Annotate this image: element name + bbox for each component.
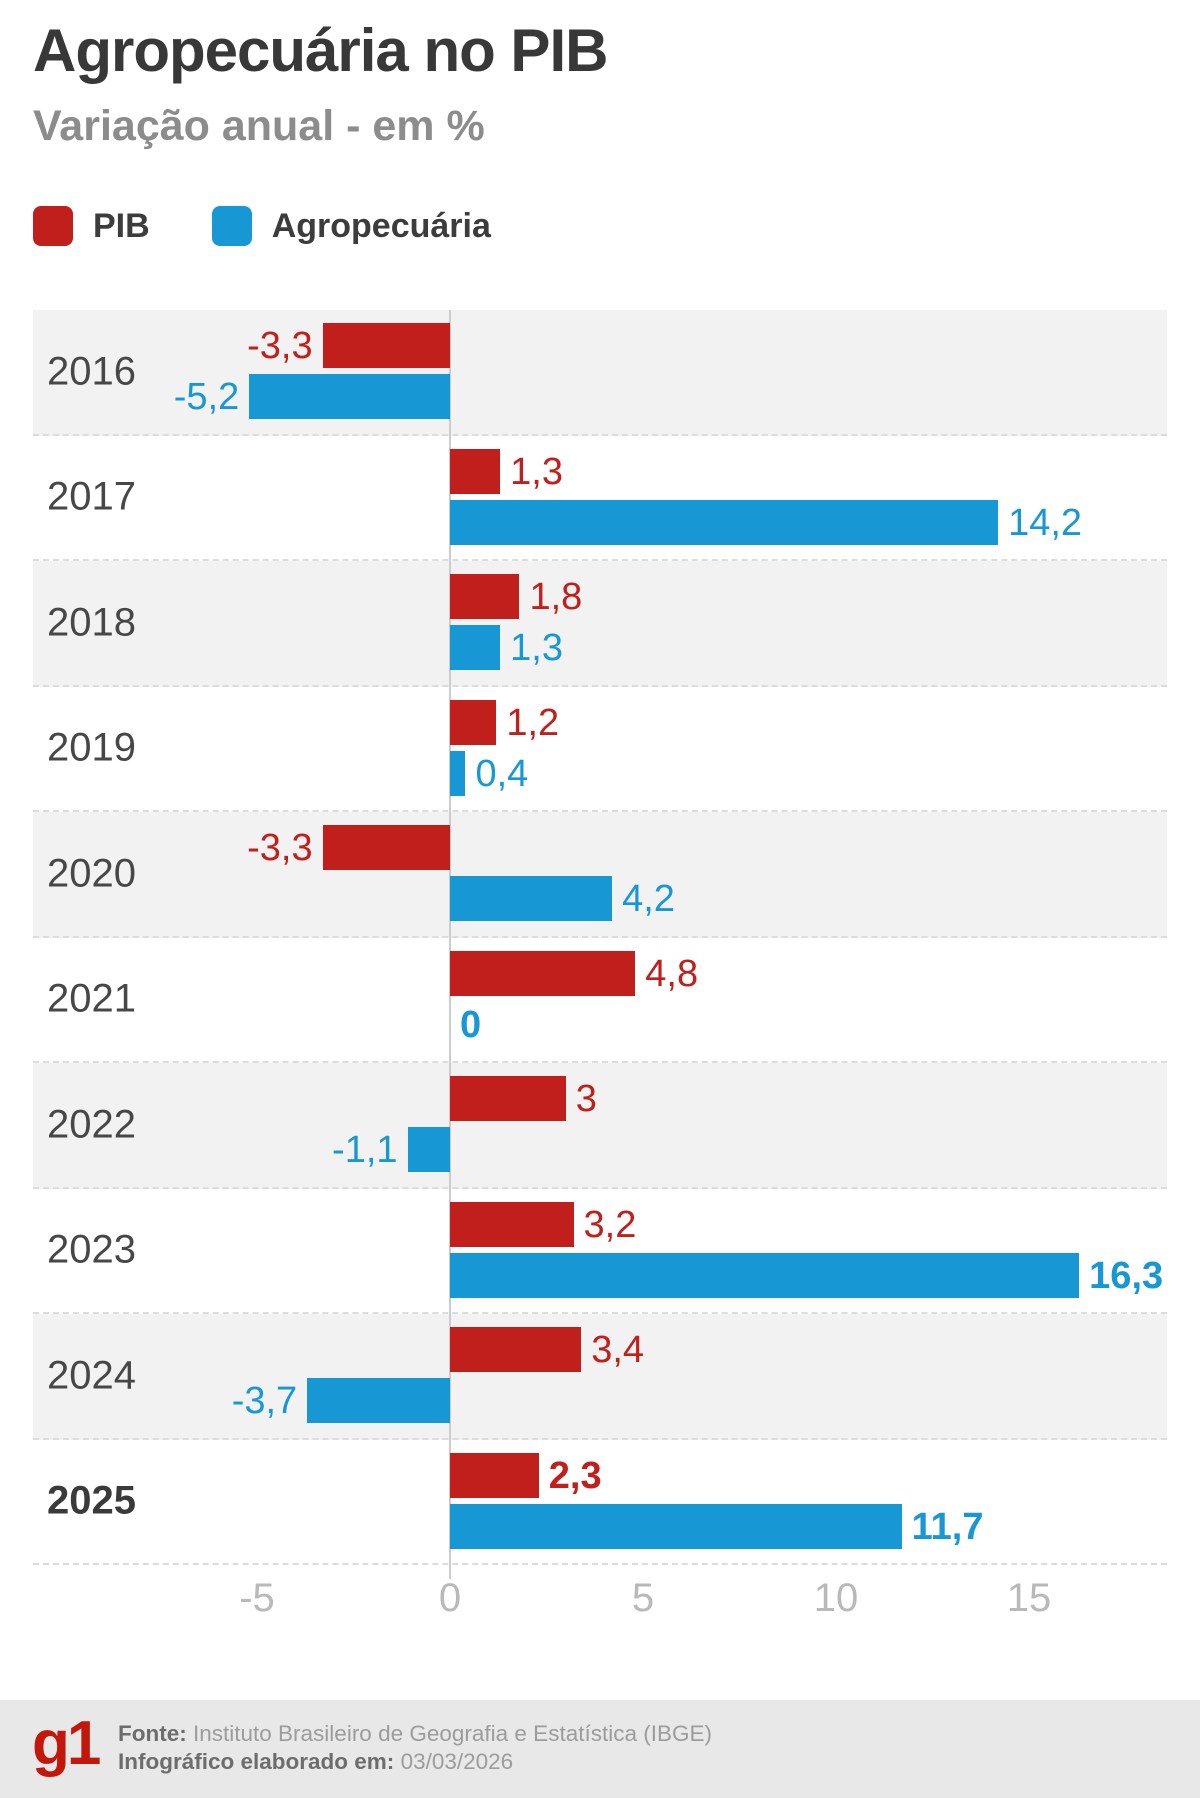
agro-bar-2024 (307, 1378, 450, 1423)
pib-bar-2023 (450, 1201, 574, 1247)
agro-value-label-2017: 14,2 (1008, 501, 1083, 544)
agro-bar-2019 (450, 750, 466, 796)
pib-bar-2022 (450, 1076, 566, 1121)
legend: PIB Agropecuária (33, 206, 553, 246)
date-label: Infográfico elaborado em: (118, 1749, 395, 1774)
year-label-2025: 2025 (47, 1478, 136, 1523)
agro-value-label-2021: 0 (460, 1003, 482, 1046)
x-tick-15: 15 (1006, 1576, 1052, 1620)
agro-bar-2017 (450, 499, 999, 545)
agro-swatch-icon (211, 206, 252, 246)
x-tick--5: -5 (239, 1576, 275, 1620)
zero-axis-line (449, 310, 451, 1579)
pib-value-label-2020: -3,3 (247, 827, 313, 869)
pib-bar-2020 (322, 825, 450, 870)
year-label-2023: 2023 (47, 1227, 136, 1272)
agro-value-label-2023: 16,3 (1089, 1254, 1164, 1297)
pib-value-label-2018: 1,8 (529, 576, 583, 618)
chart-row-2017: 2017 1,3 14,2 (33, 436, 1167, 561)
x-tick-10: 10 (813, 1576, 859, 1620)
agro-value-label-2025: 11,7 (911, 1505, 984, 1548)
legend-label-agro: Agropecuária (271, 206, 491, 245)
x-tick-5: 5 (631, 1576, 655, 1620)
agro-value-label-2024: -3,7 (231, 1380, 298, 1422)
year-label-2024: 2024 (47, 1353, 136, 1398)
pib-bar-2017 (450, 448, 501, 494)
pib-bar-2016 (322, 323, 450, 368)
pib-swatch-icon (33, 206, 73, 246)
agro-value-label-2018: 1,3 (510, 627, 563, 669)
chart-row-2024: 2024 3,4 -3,7 (33, 1314, 1167, 1440)
agro-bar-2016 (249, 374, 450, 419)
pib-value-label-2023: 3,2 (583, 1203, 637, 1246)
agro-bar-2020 (450, 876, 613, 921)
pib-bar-2021 (450, 950, 636, 996)
year-label-2022: 2022 (47, 1102, 136, 1147)
agro-value-label-2016: -5,2 (173, 376, 240, 418)
source-block: Fonte: Instituto Brasileiro de Geografia… (118, 1720, 712, 1776)
year-label-2020: 2020 (47, 851, 136, 896)
pib-bar-2025 (450, 1452, 539, 1498)
agro-value-label-2022: -1,1 (332, 1129, 398, 1171)
legend-item-pib: PIB (33, 206, 150, 246)
year-label-2016: 2016 (47, 349, 136, 394)
agro-bar-2018 (450, 625, 501, 670)
pib-value-label-2021: 4,8 (645, 952, 699, 995)
footer: g1 Fonte: Instituto Brasileiro de Geogra… (0, 1700, 1200, 1798)
chart-row-2019: 2019 1,2 0,4 (33, 687, 1167, 812)
bar-chart: 2016 -3,3 -5,2 2017 1,3 14,2 2018 1,8 1,3 2019 1,2… (33, 310, 1167, 1579)
source-text: Instituto Brasileiro de Geografia e Esta… (193, 1721, 712, 1746)
source-label: Fonte: (118, 1721, 187, 1746)
year-label-2019: 2019 (47, 725, 136, 770)
source-line: Fonte: Instituto Brasileiro de Geografia… (118, 1720, 712, 1748)
pib-value-label-2024: 3,4 (591, 1329, 645, 1371)
chart-row-2021: 2021 4,8 0 (33, 938, 1167, 1063)
legend-label-pib: PIB (93, 206, 150, 245)
pib-value-label-2025: 2,3 (548, 1454, 602, 1497)
agro-value-label-2020: 4,2 (622, 878, 675, 920)
year-label-2018: 2018 (47, 600, 136, 645)
agro-bar-2023 (450, 1252, 1080, 1298)
legend-item-agro: Agropecuária (211, 206, 491, 246)
chart-row-2018: 2018 1,8 1,3 (33, 561, 1167, 687)
chart-row-2020: 2020 -3,3 4,2 (33, 812, 1167, 938)
chart-row-2023: 2023 3,2 16,3 (33, 1189, 1167, 1314)
pib-value-label-2017: 1,3 (510, 450, 563, 493)
pib-value-label-2022: 3 (575, 1078, 597, 1120)
pib-bar-2024 (450, 1327, 582, 1372)
pib-bar-2019 (450, 699, 497, 745)
pib-bar-2018 (450, 574, 520, 619)
date-text: 03/03/2026 (400, 1749, 514, 1774)
agro-bar-2022 (407, 1127, 450, 1172)
g1-logo: g1 (32, 1709, 101, 1778)
year-label-2017: 2017 (47, 474, 136, 519)
year-label-2021: 2021 (47, 976, 136, 1021)
pib-value-label-2019: 1,2 (506, 701, 560, 744)
pib-value-label-2016: -3,3 (247, 325, 313, 367)
chart-row-2016: 2016 -3,3 -5,2 (33, 310, 1167, 436)
x-axis: -5 0 5 10 15 (33, 1576, 1167, 1626)
page-subtitle: Variação anual - em % (33, 102, 485, 150)
date-line: Infográfico elaborado em: 03/03/2026 (118, 1748, 712, 1776)
agro-bar-2025 (450, 1503, 902, 1549)
agro-value-label-2019: 0,4 (475, 752, 529, 795)
chart-row-2022: 2022 3 -1,1 (33, 1063, 1167, 1189)
page-title: Agropecuária no PIB (33, 17, 608, 84)
chart-row-2025: 2025 2,3 11,7 (33, 1440, 1167, 1565)
x-tick-0: 0 (438, 1576, 462, 1620)
